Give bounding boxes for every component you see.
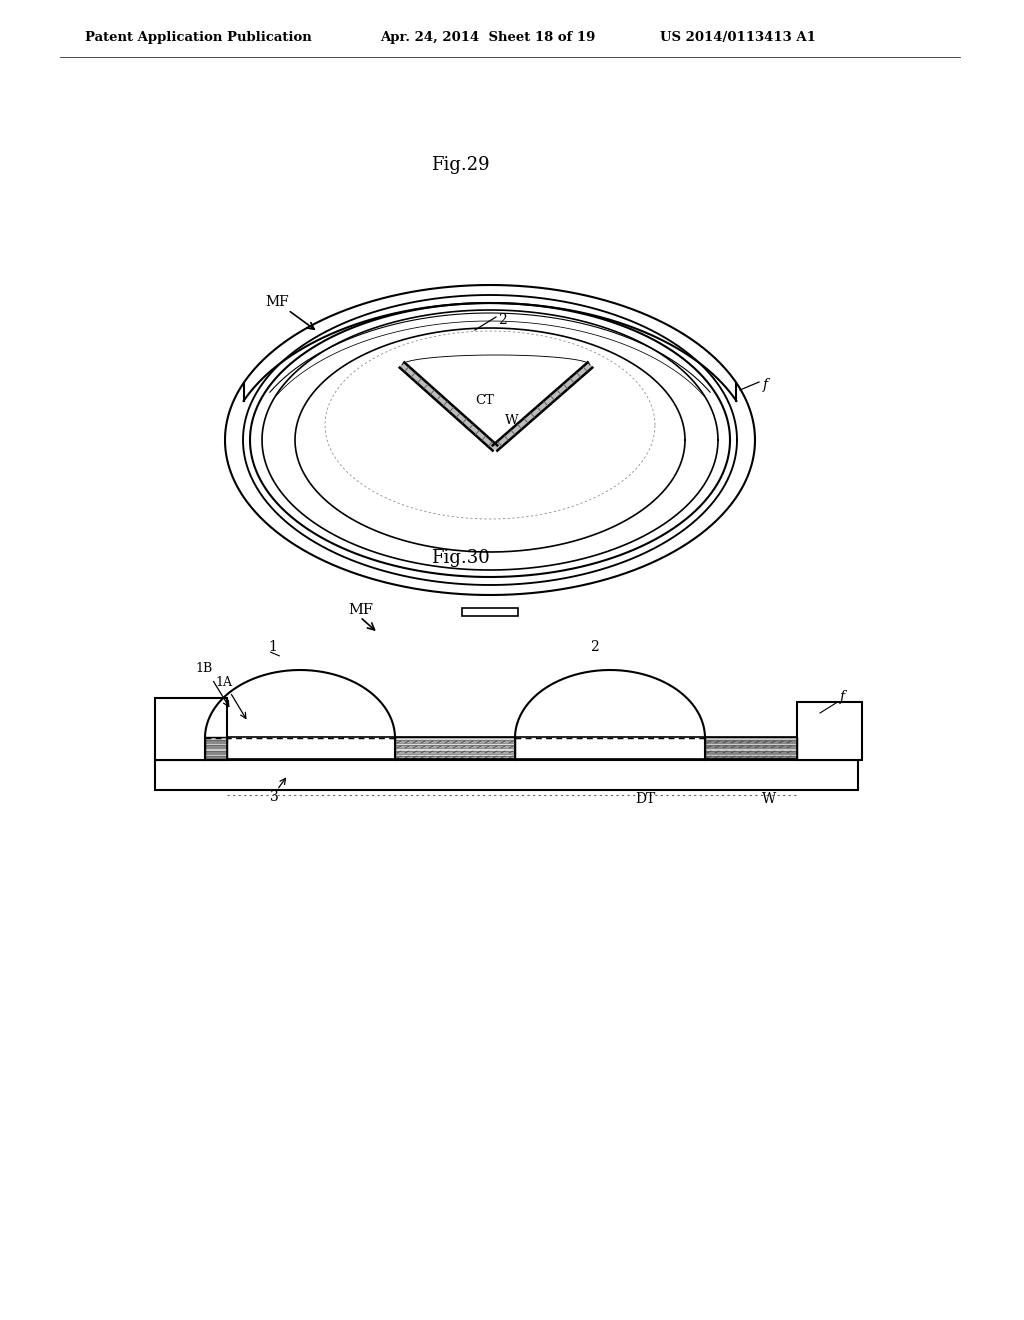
FancyBboxPatch shape xyxy=(155,698,227,760)
Text: MF: MF xyxy=(265,294,289,309)
FancyBboxPatch shape xyxy=(462,609,518,616)
Text: 1A: 1A xyxy=(215,676,232,689)
Text: f: f xyxy=(763,378,768,392)
Text: DT: DT xyxy=(635,792,655,807)
Text: W: W xyxy=(505,413,518,426)
Text: 1: 1 xyxy=(268,640,276,653)
FancyBboxPatch shape xyxy=(155,760,858,789)
Text: Patent Application Publication: Patent Application Publication xyxy=(85,30,311,44)
Text: US 2014/0113413 A1: US 2014/0113413 A1 xyxy=(660,30,816,44)
Text: f: f xyxy=(840,690,845,704)
Text: W: W xyxy=(762,792,776,807)
Text: 2: 2 xyxy=(498,313,507,327)
Text: MF: MF xyxy=(348,603,373,616)
Text: 2: 2 xyxy=(590,640,599,653)
Polygon shape xyxy=(399,363,498,450)
Text: 1B: 1B xyxy=(195,663,212,676)
Text: CT: CT xyxy=(475,393,494,407)
Text: Fig.30: Fig.30 xyxy=(431,549,489,568)
Text: 3: 3 xyxy=(270,789,279,804)
FancyBboxPatch shape xyxy=(797,702,862,760)
Polygon shape xyxy=(493,363,592,450)
Text: Fig.29: Fig.29 xyxy=(431,156,489,174)
Text: Apr. 24, 2014  Sheet 18 of 19: Apr. 24, 2014 Sheet 18 of 19 xyxy=(380,30,595,44)
